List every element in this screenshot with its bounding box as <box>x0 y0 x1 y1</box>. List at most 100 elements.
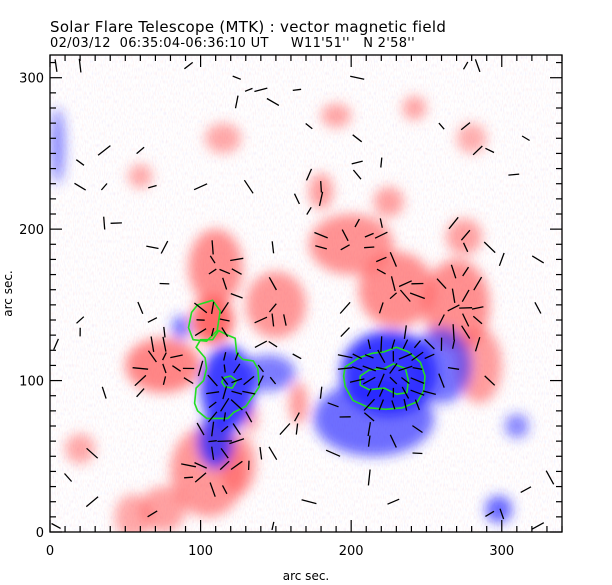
field-vector <box>295 423 299 435</box>
field-vector <box>197 360 204 377</box>
negative-patch <box>411 327 472 404</box>
field-vector <box>208 401 217 409</box>
field-vector <box>271 521 275 531</box>
field-vector <box>184 476 194 479</box>
field-vector <box>147 510 158 518</box>
field-vector <box>363 412 375 422</box>
field-vector <box>531 255 545 264</box>
field-vector <box>380 157 383 168</box>
field-vector <box>390 276 396 292</box>
field-vector <box>207 374 218 387</box>
field-vector <box>341 229 349 242</box>
x-tick-label: 0 <box>46 544 54 559</box>
field-vector <box>314 231 328 239</box>
positive-patch <box>128 164 153 189</box>
field-vector <box>499 508 505 520</box>
positive-patch <box>321 103 352 128</box>
field-vector <box>337 354 353 359</box>
field-vector <box>377 373 385 388</box>
field-vector <box>403 325 407 339</box>
field-vector <box>377 349 386 364</box>
field-vector <box>283 314 287 326</box>
field-vector <box>387 498 400 505</box>
x-axis-label: arc sec. <box>283 569 329 583</box>
field-vector <box>243 179 254 194</box>
field-vector <box>220 397 230 412</box>
field-vector <box>460 122 471 131</box>
field-vector <box>170 354 183 359</box>
field-vector <box>339 301 351 314</box>
field-vector <box>292 88 302 92</box>
field-vector <box>269 376 277 385</box>
field-vector <box>411 351 424 362</box>
field-vector <box>259 447 263 460</box>
field-vector <box>447 366 460 370</box>
field-vector <box>450 264 457 279</box>
field-vector <box>51 522 61 529</box>
field-vector <box>160 240 169 254</box>
field-vector <box>352 134 363 143</box>
field-vector <box>78 58 82 73</box>
field-vector <box>162 376 167 385</box>
field-vector <box>137 301 144 315</box>
field-vector <box>136 388 145 398</box>
positive-patch <box>309 214 394 275</box>
field-vector <box>534 301 542 314</box>
field-vector <box>184 61 194 70</box>
field-vector <box>363 398 375 411</box>
field-vector <box>220 425 229 433</box>
field-vector <box>245 411 253 423</box>
field-vector <box>401 376 410 385</box>
y-tick-label: 100 <box>19 375 44 390</box>
negative-patch <box>504 413 529 439</box>
field-vector <box>340 244 350 251</box>
field-vector <box>364 246 375 249</box>
field-vector <box>210 327 215 337</box>
field-vector <box>147 317 158 323</box>
field-vector <box>483 241 496 254</box>
field-vector <box>367 421 372 437</box>
field-vector <box>232 75 242 80</box>
field-vector <box>352 353 362 360</box>
field-vector <box>64 473 73 482</box>
field-vector <box>378 388 384 397</box>
field-vector <box>473 276 483 291</box>
field-vector <box>485 147 495 154</box>
field-vector <box>398 365 413 372</box>
field-vector <box>366 388 372 397</box>
field-vector <box>243 375 255 386</box>
negative-patch <box>485 495 513 523</box>
field-vector <box>207 411 218 423</box>
field-vector <box>86 447 99 459</box>
field-vector <box>389 376 398 385</box>
field-vector <box>229 438 245 445</box>
x-tick-label: 200 <box>339 544 364 559</box>
field-vector <box>414 399 421 411</box>
field-vector <box>460 229 471 241</box>
field-vector <box>211 446 215 460</box>
field-vector <box>162 363 167 374</box>
field-vector <box>254 87 268 93</box>
field-vector <box>74 182 87 191</box>
positive-patch <box>65 433 96 464</box>
field-vector <box>320 181 323 193</box>
y-tick-label: 0 <box>36 526 44 541</box>
field-vector <box>293 193 300 205</box>
field-vector <box>183 377 194 385</box>
field-vector <box>438 373 445 388</box>
field-vector <box>101 386 107 399</box>
field-vector <box>409 292 426 300</box>
y-axis-label: arc sec. <box>1 270 15 316</box>
field-vector <box>271 241 275 254</box>
field-vector <box>451 339 456 349</box>
field-vector <box>132 367 149 370</box>
field-vector <box>402 339 409 350</box>
x-tick-label: 100 <box>188 544 213 559</box>
field-vector <box>222 277 228 290</box>
field-vector <box>85 496 99 508</box>
field-vector <box>378 399 385 411</box>
field-vector <box>424 353 435 360</box>
field-vector <box>461 325 471 339</box>
field-vector <box>223 412 227 422</box>
field-vector <box>485 510 495 517</box>
